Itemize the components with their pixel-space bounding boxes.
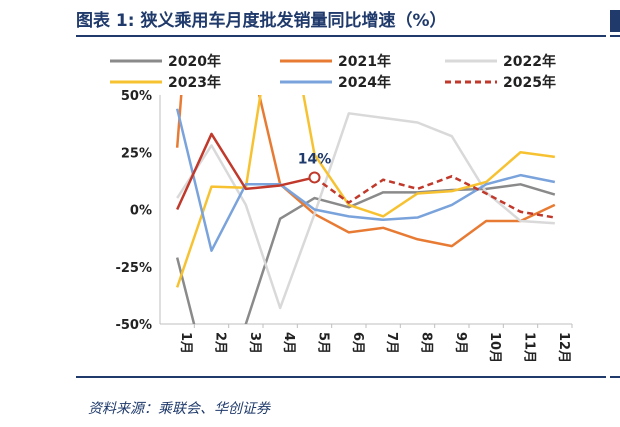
source-note: 资料来源：乘联会、华创证券	[88, 401, 270, 417]
adjacent-figure-bottom-rule	[610, 376, 620, 378]
x-tick-label: 2月	[213, 332, 228, 354]
x-tick-label: 5月	[316, 332, 331, 354]
y-tick-label: 50%	[121, 89, 152, 104]
y-tick-label: 0%	[130, 204, 152, 219]
annotation-marker	[308, 171, 321, 184]
y-tick-label: -25%	[115, 261, 152, 276]
series-line-2024年	[175, 108, 556, 252]
legend-label-2: 2022年	[503, 53, 556, 70]
series-line-2021年	[175, 95, 556, 248]
series-line-2025年-solid	[176, 132, 315, 211]
legend-label-4: 2024年	[338, 74, 391, 91]
x-tick-label: 1月	[178, 332, 193, 354]
x-tick-label: 7月	[384, 332, 399, 354]
legend-label-1: 2021年	[338, 53, 391, 70]
bottom-rule	[76, 376, 606, 378]
annotation-layer: 14%	[298, 151, 332, 184]
y-tick-label: -50%	[115, 318, 152, 333]
legend: 2020年 2021年 2022年 2023年 2024年 2025年	[110, 53, 556, 91]
legend-label-5: 2025年	[503, 74, 556, 91]
y-tick-label: 25%	[121, 146, 152, 161]
series-line-2023年	[175, 95, 555, 288]
chart-title: 图表 1: 狭义乘用车月度批发销量同比增速（%）	[76, 11, 447, 31]
x-tick-label: 6月	[350, 332, 365, 354]
x-tick-label: 9月	[453, 332, 468, 354]
x-tick-label: 10月	[487, 332, 502, 363]
adjacent-figure-rule	[610, 35, 620, 37]
x-tick-label: 8月	[419, 332, 434, 354]
x-tick-label: 11月	[522, 332, 537, 363]
title-rule	[76, 35, 606, 37]
legend-label-3: 2023年	[168, 74, 221, 91]
series-line-2020年	[175, 183, 556, 324]
x-tick-label: 12月	[556, 332, 571, 363]
axes: -50% -25% 0% 25% 50% 1月 2月 3月 4月 5月 6月 7月 8月 9月 10月 11月…	[115, 89, 573, 363]
series-layer	[175, 95, 556, 324]
x-tick-label: 4月	[281, 332, 296, 354]
adjacent-figure-fragment	[610, 10, 620, 32]
legend-label-0: 2020年	[168, 53, 221, 70]
x-tick-label: 3月	[247, 332, 262, 354]
annotation-label: 14%	[298, 151, 332, 167]
